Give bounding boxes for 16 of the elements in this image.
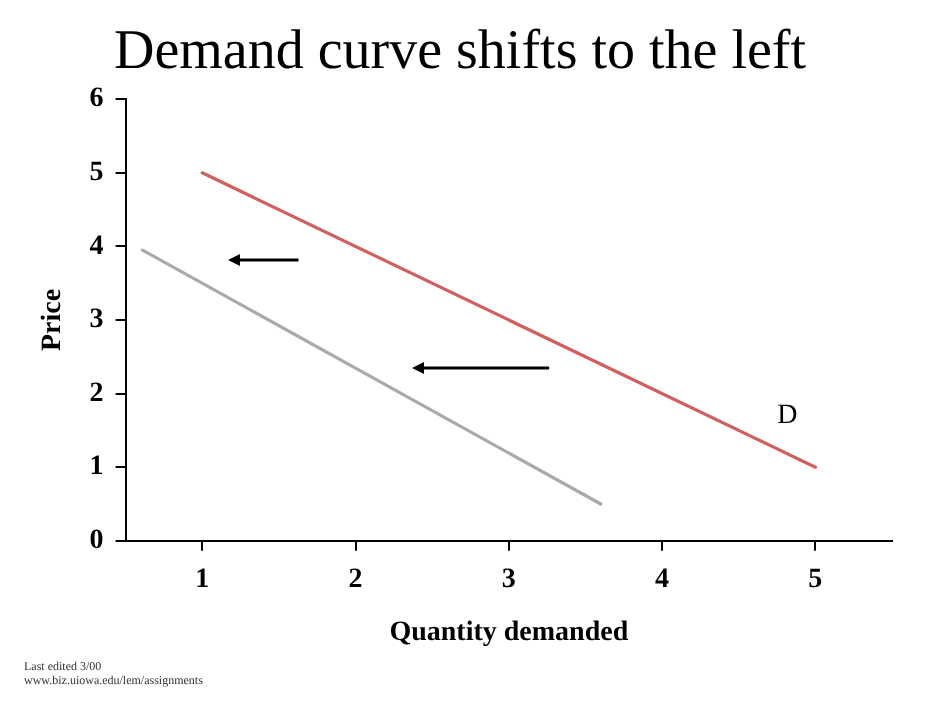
x-tick-label: 5 bbox=[808, 564, 823, 595]
x-axis-title: Quantity demanded bbox=[389, 618, 629, 649]
y-tick-label: 0 bbox=[89, 526, 104, 557]
series-label: D bbox=[777, 400, 798, 431]
y-tick-label: 2 bbox=[89, 378, 104, 409]
y-tick-label: 3 bbox=[89, 305, 104, 336]
y-tick-label: 4 bbox=[89, 231, 104, 262]
y-tick-label: 1 bbox=[89, 452, 104, 483]
x-tick-label: 4 bbox=[655, 564, 670, 595]
y-tick-label: 6 bbox=[89, 84, 104, 115]
y-tick-label: 5 bbox=[89, 158, 104, 189]
chart-title: Demand curve shifts to the left bbox=[113, 20, 807, 83]
x-tick-label: 2 bbox=[348, 564, 363, 595]
x-tick-label: 1 bbox=[195, 564, 210, 595]
x-tick-label: 3 bbox=[501, 564, 516, 595]
y-axis-title: Price bbox=[38, 288, 69, 352]
